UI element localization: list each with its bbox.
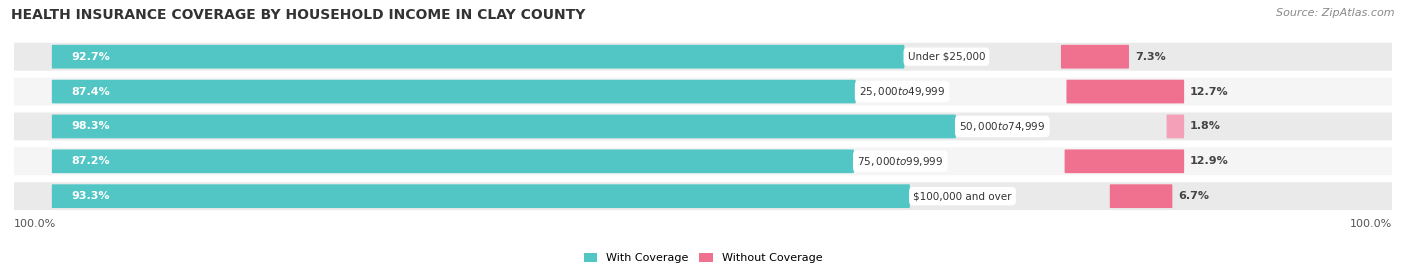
Text: 100.0%: 100.0% bbox=[14, 219, 56, 229]
FancyBboxPatch shape bbox=[14, 43, 1392, 71]
FancyBboxPatch shape bbox=[1062, 45, 1129, 69]
Text: $25,000 to $49,999: $25,000 to $49,999 bbox=[859, 85, 945, 98]
Text: 98.3%: 98.3% bbox=[72, 121, 110, 132]
FancyBboxPatch shape bbox=[1167, 115, 1184, 138]
Legend: With Coverage, Without Coverage: With Coverage, Without Coverage bbox=[579, 248, 827, 268]
FancyBboxPatch shape bbox=[1109, 184, 1173, 208]
Text: 12.7%: 12.7% bbox=[1189, 87, 1229, 97]
FancyBboxPatch shape bbox=[14, 78, 1392, 105]
FancyBboxPatch shape bbox=[52, 80, 856, 103]
Text: 93.3%: 93.3% bbox=[72, 191, 110, 201]
FancyBboxPatch shape bbox=[52, 115, 956, 138]
Text: $50,000 to $74,999: $50,000 to $74,999 bbox=[959, 120, 1046, 133]
FancyBboxPatch shape bbox=[52, 184, 910, 208]
FancyBboxPatch shape bbox=[52, 45, 904, 69]
FancyBboxPatch shape bbox=[1064, 150, 1184, 173]
Text: 7.3%: 7.3% bbox=[1135, 52, 1166, 62]
Text: $75,000 to $99,999: $75,000 to $99,999 bbox=[858, 155, 943, 168]
Text: 92.7%: 92.7% bbox=[72, 52, 110, 62]
FancyBboxPatch shape bbox=[1067, 80, 1184, 103]
Text: 100.0%: 100.0% bbox=[1350, 219, 1392, 229]
Text: HEALTH INSURANCE COVERAGE BY HOUSEHOLD INCOME IN CLAY COUNTY: HEALTH INSURANCE COVERAGE BY HOUSEHOLD I… bbox=[11, 8, 586, 22]
FancyBboxPatch shape bbox=[14, 147, 1392, 175]
Text: Under $25,000: Under $25,000 bbox=[908, 52, 986, 62]
Text: $100,000 and over: $100,000 and over bbox=[914, 191, 1012, 201]
FancyBboxPatch shape bbox=[14, 112, 1392, 140]
Text: 87.4%: 87.4% bbox=[72, 87, 110, 97]
FancyBboxPatch shape bbox=[14, 182, 1392, 210]
FancyBboxPatch shape bbox=[52, 150, 853, 173]
Text: 6.7%: 6.7% bbox=[1178, 191, 1209, 201]
Text: 1.8%: 1.8% bbox=[1189, 121, 1220, 132]
Text: Source: ZipAtlas.com: Source: ZipAtlas.com bbox=[1277, 8, 1395, 18]
Text: 12.9%: 12.9% bbox=[1189, 156, 1229, 166]
Text: 87.2%: 87.2% bbox=[72, 156, 110, 166]
